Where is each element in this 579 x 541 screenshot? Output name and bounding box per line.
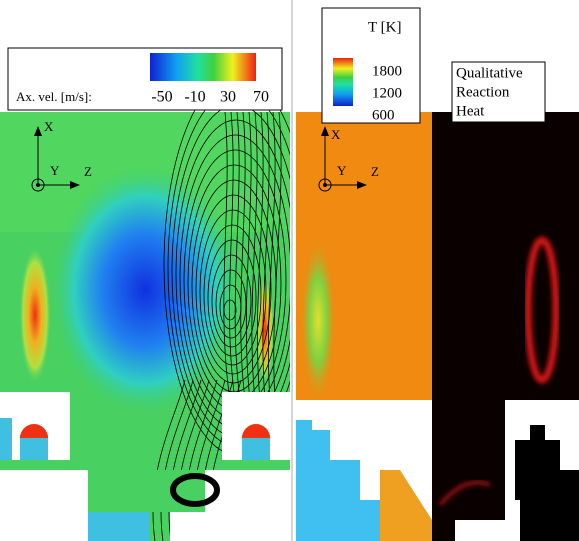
- streamline: [207, 239, 257, 357]
- streamline: [234, 111, 241, 401]
- streamline: [195, 194, 272, 384]
- streamline: [199, 209, 267, 375]
- streamline: [267, 111, 276, 401]
- velocity-colorbar: [150, 53, 256, 81]
- axis-z: Z: [371, 164, 379, 179]
- heat-label-line: Reaction: [456, 84, 510, 100]
- velocity-tick-label: 70: [253, 89, 269, 106]
- temperature-tick-label: 1200: [372, 85, 402, 101]
- reverse-flow-zone: [50, 165, 240, 415]
- streamline: [203, 224, 262, 366]
- heat-ring: [524, 236, 560, 384]
- temperature-ticks: 1800 1200 600: [372, 63, 402, 123]
- heat-arc: [438, 480, 491, 507]
- temperature-legend-label: T [K]: [368, 19, 401, 35]
- jet-strip: [19, 245, 51, 385]
- temperature-colorbar: [333, 58, 353, 106]
- heat-label: Qualitative Reaction Heat: [456, 65, 523, 119]
- streamline: [229, 111, 236, 401]
- nozzle: [0, 418, 290, 541]
- axis-x: X: [331, 127, 341, 142]
- cold-strip: [300, 235, 336, 405]
- streamline: [211, 254, 252, 348]
- axis-triad: X Y Z: [31, 119, 92, 192]
- streamline: [257, 111, 264, 401]
- streamline: [245, 111, 252, 401]
- streamline: [215, 269, 247, 339]
- temperature-tick-label: 1800: [372, 63, 402, 79]
- velocity-legend-label: Ax. vel. [m/s]:: [16, 89, 92, 104]
- heat-label-box: [451, 61, 546, 123]
- streamline: [251, 111, 258, 401]
- streamline: [168, 379, 202, 541]
- geometry: [296, 400, 432, 541]
- axis-z: Z: [84, 164, 92, 179]
- divider: [290, 0, 296, 541]
- streamline: [160, 379, 194, 541]
- axis-y: Y: [50, 163, 60, 178]
- velocity-ticks: -50 -10 30 70: [151, 89, 269, 106]
- velocity-tick-label: -50: [151, 89, 172, 106]
- velocity-tick-label: -10: [184, 89, 205, 106]
- velocity-tick-label: 30: [220, 89, 236, 106]
- heat-label-line: Heat: [456, 103, 485, 119]
- streamline: [223, 111, 231, 401]
- geometry: [455, 400, 579, 541]
- heat-label-line: Qualitative: [456, 65, 523, 81]
- streamline: [240, 111, 246, 401]
- axis-x: X: [44, 119, 54, 134]
- temperature-tick-label: 600: [372, 107, 395, 123]
- streamline: [273, 111, 282, 401]
- axis-y: Y: [337, 163, 347, 178]
- streamline: [152, 379, 186, 541]
- streamline: [262, 111, 270, 401]
- axis-triad: X Y Z: [318, 126, 379, 192]
